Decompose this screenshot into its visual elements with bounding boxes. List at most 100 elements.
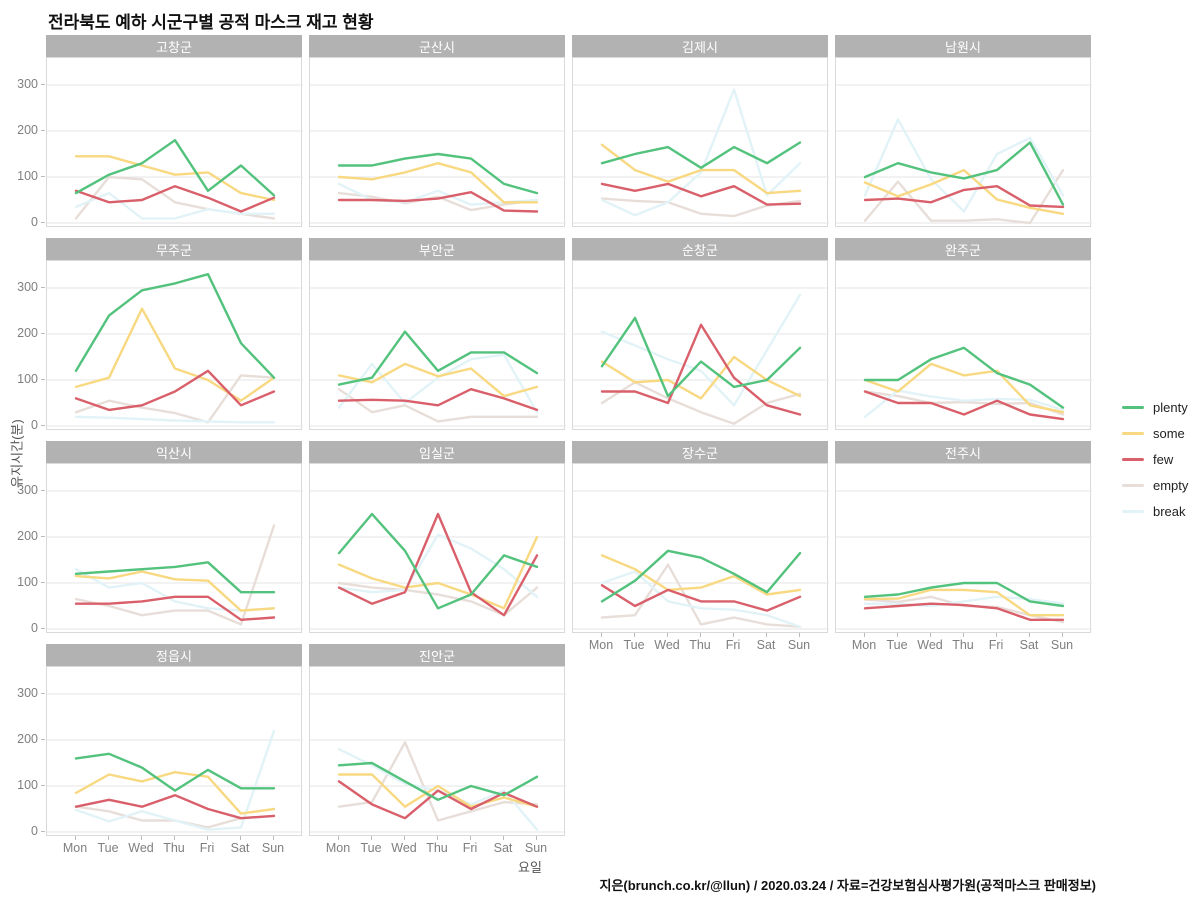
line-some: [337, 773, 539, 808]
facet-panel: [46, 463, 303, 633]
line-plenty: [863, 346, 1065, 409]
y-tick-label: 300: [17, 280, 38, 294]
line-plenty: [337, 512, 539, 610]
legend-key-few-line: [1122, 457, 1144, 461]
x-tick-label: Fri: [725, 638, 741, 652]
x-tick-mark: [437, 836, 438, 840]
facet-임실군: 임실군: [309, 441, 566, 633]
x-tick-mark: [240, 836, 241, 840]
legend-entry-empty: empty: [1122, 472, 1188, 498]
x-tick-mark: [601, 633, 602, 637]
line-empty: [337, 191, 539, 212]
line-few: [74, 793, 276, 820]
line-plenty: [863, 141, 1065, 206]
facet-strip-label: 순창군: [572, 238, 828, 260]
x-tick-label: Sun: [1050, 638, 1074, 652]
legend-key-some-line: [1122, 431, 1144, 435]
line-some: [600, 554, 802, 596]
x-tick-mark: [141, 836, 142, 840]
facet-strip-label: 진안군: [309, 644, 565, 666]
line-few: [600, 584, 802, 612]
y-tick-label: 100: [17, 372, 38, 386]
facet-panel: [309, 666, 566, 836]
facet-익산시: 익산시 0 100 200 300: [17, 441, 303, 635]
legend-entry-plenty: plenty: [1122, 394, 1188, 420]
y-tick-label: 100: [17, 778, 38, 792]
x-tick-label: Mon: [325, 841, 351, 855]
x-tick-mark: [404, 836, 405, 840]
line-empty: [337, 387, 539, 423]
y-tick-mark: [41, 582, 45, 583]
x-tick-label: Wed: [917, 638, 943, 652]
line-break: [600, 570, 802, 628]
x-tick-label: Sun: [524, 841, 548, 855]
facet-strip-label: 전주시: [835, 441, 1091, 463]
x-tick-mark: [766, 633, 767, 637]
line-plenty: [337, 152, 539, 195]
y-tick-label: 0: [31, 215, 38, 229]
y-tick-label: 200: [17, 732, 38, 746]
facet-panel: [309, 260, 566, 430]
facet-panel: [309, 463, 566, 633]
line-plenty: [337, 330, 539, 386]
line-plenty: [600, 549, 802, 603]
line-empty: [74, 175, 276, 220]
line-empty: [863, 168, 1065, 225]
x-tick-mark: [1062, 633, 1063, 637]
x-tick-mark: [1029, 633, 1030, 637]
facet-김제시: 김제시: [572, 35, 829, 227]
x-tick-label: Thu: [426, 841, 448, 855]
line-some: [863, 588, 1065, 617]
facet-strip-label: 김제시: [572, 35, 828, 57]
facet-panel: [572, 463, 829, 633]
x-tick-mark: [503, 836, 504, 840]
x-tick-mark: [733, 633, 734, 637]
x-tick-label: Sat: [230, 841, 250, 855]
line-some: [863, 168, 1065, 216]
y-tick-mark: [41, 130, 45, 131]
x-tick-mark: [207, 836, 208, 840]
y-tick-mark: [41, 287, 45, 288]
facet-strip-label: 임실군: [309, 441, 565, 463]
legend-key-break-line: [1122, 509, 1144, 513]
facet-panel: [309, 57, 566, 227]
line-some: [337, 161, 539, 204]
legend-entry-break: break: [1122, 498, 1188, 524]
facet-strip-label: 무주군: [46, 238, 302, 260]
legend-entry-some: some: [1122, 420, 1188, 446]
line-break: [600, 88, 802, 217]
x-tick-mark: [634, 633, 635, 637]
x-tick-mark: [864, 633, 865, 637]
x-tick-mark: [799, 633, 800, 637]
y-tick-label: 100: [17, 575, 38, 589]
line-few: [863, 184, 1065, 209]
facet-strip-label: 정읍시: [46, 644, 302, 666]
x-tick-mark: [470, 836, 471, 840]
x-tick-mark: [667, 633, 668, 637]
facet-군산시: 군산시: [309, 35, 566, 227]
y-tick-label: 200: [17, 123, 38, 137]
x-tick-label: Tue: [360, 841, 382, 855]
y-tick-label: 0: [31, 621, 38, 635]
line-empty: [74, 374, 276, 424]
line-few: [337, 780, 539, 820]
x-tick-mark: [174, 836, 175, 840]
facet-panel: [835, 463, 1092, 633]
line-plenty: [74, 272, 276, 379]
line-break: [74, 729, 276, 831]
x-tick-mark: [930, 633, 931, 637]
facet-전주시: 전주시 Mon Tue Wed Thu Fri Sat Sun: [835, 441, 1092, 652]
x-tick-label: Thu: [952, 638, 974, 652]
x-tick-label: Sun: [787, 638, 811, 652]
facet-strip-label: 부안군: [309, 238, 565, 260]
x-tick-mark: [700, 633, 701, 637]
line-some: [337, 535, 539, 610]
facet-panel: [835, 260, 1092, 430]
legend-key-plenty-line: [1122, 405, 1144, 409]
facet-고창군: 고창군 0 100 200 300: [17, 35, 303, 229]
facet-부안군: 부안군: [309, 238, 566, 430]
y-tick-mark: [41, 693, 45, 694]
x-tick-label: Tue: [886, 638, 908, 652]
y-tick-label: 300: [17, 686, 38, 700]
line-plenty: [863, 581, 1065, 608]
